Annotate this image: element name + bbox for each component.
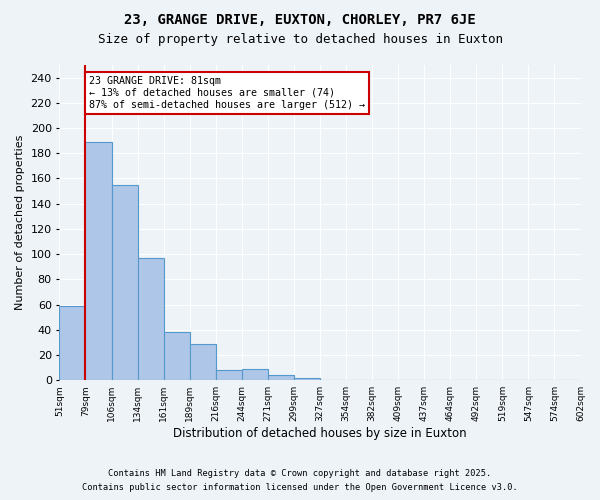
Bar [164,332,190,380]
Text: Size of property relative to detached houses in Euxton: Size of property relative to detached ho… [97,32,503,46]
Bar [112,185,137,380]
Bar [85,142,112,380]
Bar [137,258,164,380]
Bar [268,375,294,380]
Bar [59,306,85,380]
Text: 23, GRANGE DRIVE, EUXTON, CHORLEY, PR7 6JE: 23, GRANGE DRIVE, EUXTON, CHORLEY, PR7 6… [124,12,476,26]
Bar [294,378,320,380]
Y-axis label: Number of detached properties: Number of detached properties [15,135,25,310]
X-axis label: Distribution of detached houses by size in Euxton: Distribution of detached houses by size … [173,427,467,440]
Text: Contains public sector information licensed under the Open Government Licence v3: Contains public sector information licen… [82,484,518,492]
Text: 23 GRANGE DRIVE: 81sqm
← 13% of detached houses are smaller (74)
87% of semi-det: 23 GRANGE DRIVE: 81sqm ← 13% of detached… [89,76,365,110]
Bar [242,369,268,380]
Bar [190,344,216,380]
Bar [216,370,242,380]
Text: Contains HM Land Registry data © Crown copyright and database right 2025.: Contains HM Land Registry data © Crown c… [109,468,491,477]
